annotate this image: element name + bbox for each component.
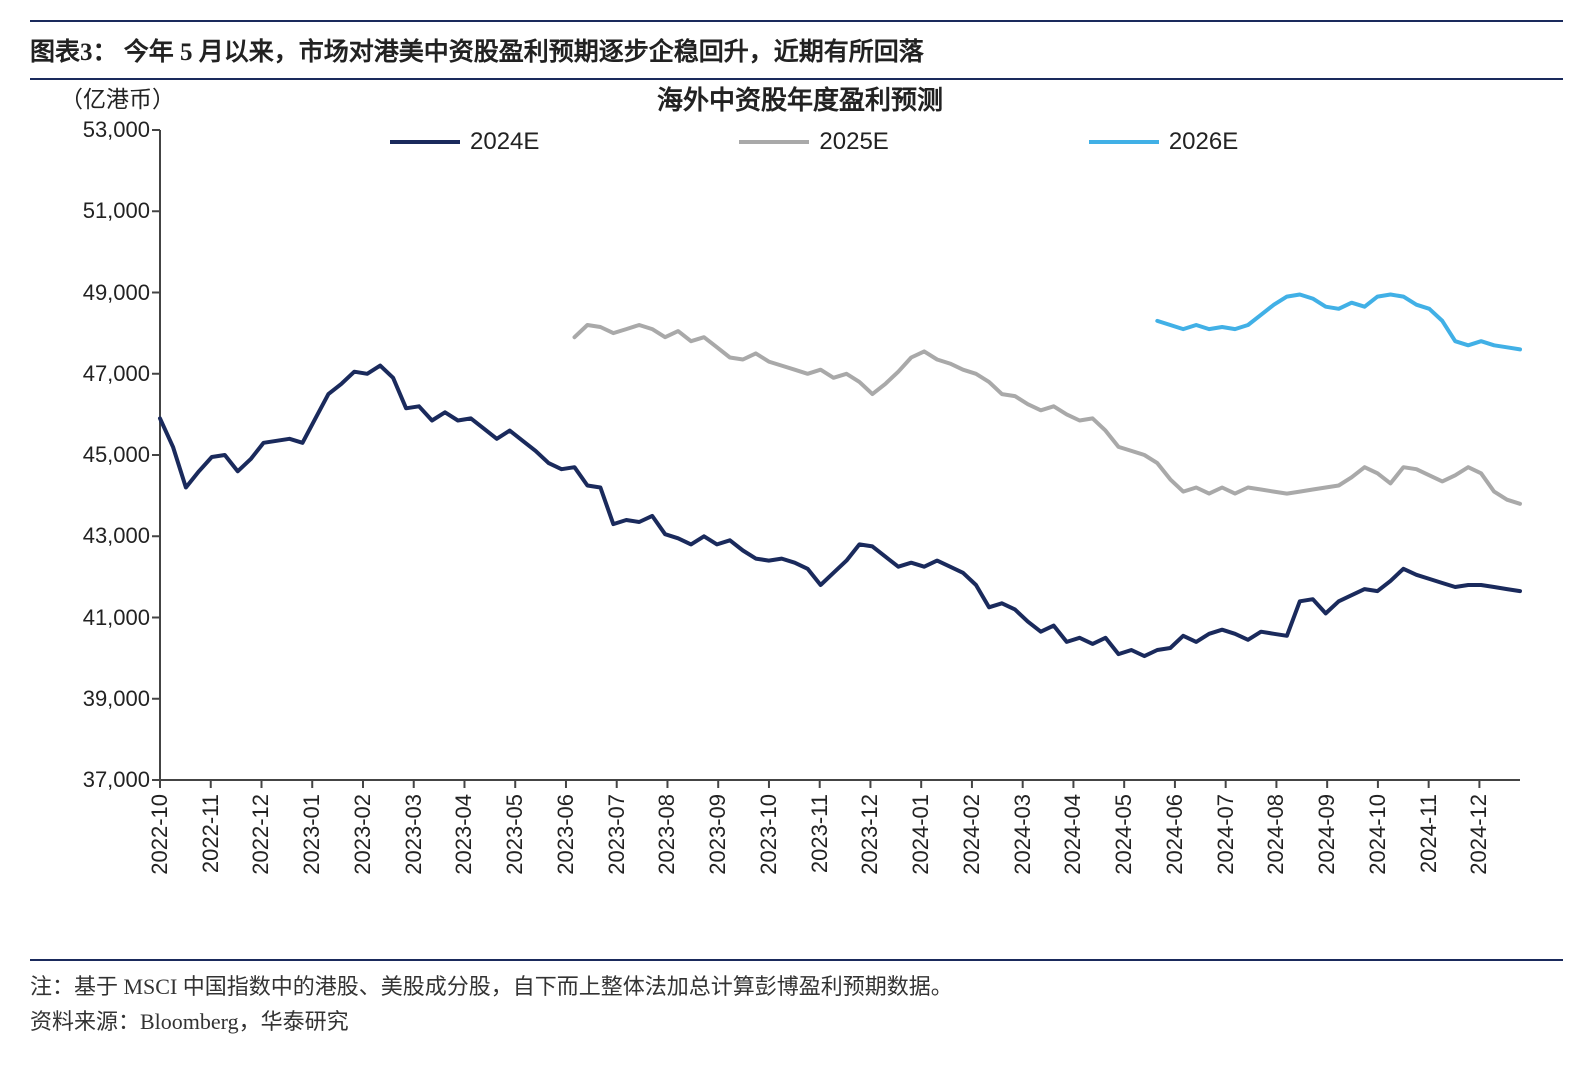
x-tick-label: 2023-10 [756,794,782,875]
x-tick-label: 2024-04 [1060,794,1086,875]
x-tick-label: 2024-08 [1263,794,1289,875]
x-tick-label: 2023-03 [401,794,427,875]
footer-note: 注：基于 MSCI 中国指数中的港股、美股成分股，自下而上整体法加总计算彭博盈利… [30,969,1563,1004]
footer-source: 资料来源：Bloomberg，华泰研究 [30,1004,1563,1039]
y-tick-label: 49,000 [60,280,150,306]
y-tick-label: 37,000 [60,767,150,793]
x-tick-label: 2024-12 [1466,794,1492,875]
x-tick-label: 2023-07 [604,794,630,875]
series-2025E [575,325,1521,504]
x-tick-label: 2024-06 [1162,794,1188,875]
x-tick-label: 2023-12 [857,794,883,875]
x-tick-label: 2022-12 [248,794,274,875]
x-tick-label: 2023-11 [807,794,833,873]
series-2026E [1157,295,1520,350]
x-tick-label: 2023-02 [350,794,376,875]
y-axis-unit: （亿港币） [60,80,175,114]
x-tick-label: 2023-05 [502,794,528,875]
y-tick-label: 51,000 [60,198,150,224]
x-tick-label: 2024-10 [1365,794,1391,875]
x-tick-label: 2023-08 [654,794,680,875]
chart-svg [160,130,1520,780]
x-tick-label: 2024-03 [1010,794,1036,875]
x-tick-label: 2023-09 [705,794,731,875]
x-tick-label: 2024-01 [908,794,934,875]
figure-title: 图表3： 今年 5 月以来，市场对港美中资股盈利预期逐步企稳回升，近期有所回落 [30,20,1563,80]
y-tick-label: 53,000 [60,117,150,143]
figure-title-text: 图表3： 今年 5 月以来，市场对港美中资股盈利预期逐步企稳回升，近期有所回落 [30,39,924,66]
x-tick-label: 2024-07 [1213,794,1239,875]
chart-footer: 注：基于 MSCI 中国指数中的港股、美股成分股，自下而上整体法加总计算彭博盈利… [30,959,1563,1039]
series-2024E [160,366,1520,656]
line-chart: 37,00039,00041,00043,00045,00047,00049,0… [160,130,1520,780]
x-tick-label: 2022-10 [147,794,173,875]
y-tick-label: 47,000 [60,361,150,387]
y-tick-label: 41,000 [60,605,150,631]
y-tick-label: 39,000 [60,686,150,712]
x-tick-label: 2024-11 [1416,794,1442,873]
x-tick-label: 2023-04 [451,794,477,875]
x-tick-label: 2023-01 [299,794,325,875]
y-tick-label: 43,000 [60,523,150,549]
x-tick-label: 2024-02 [959,794,985,875]
x-tick-label: 2024-09 [1314,794,1340,875]
x-tick-label: 2022-11 [198,794,224,873]
x-tick-label: 2024-05 [1111,794,1137,875]
chart-title: 海外中资股年度盈利预测 [500,80,1100,117]
y-tick-label: 45,000 [60,442,150,468]
x-tick-label: 2023-06 [553,794,579,875]
